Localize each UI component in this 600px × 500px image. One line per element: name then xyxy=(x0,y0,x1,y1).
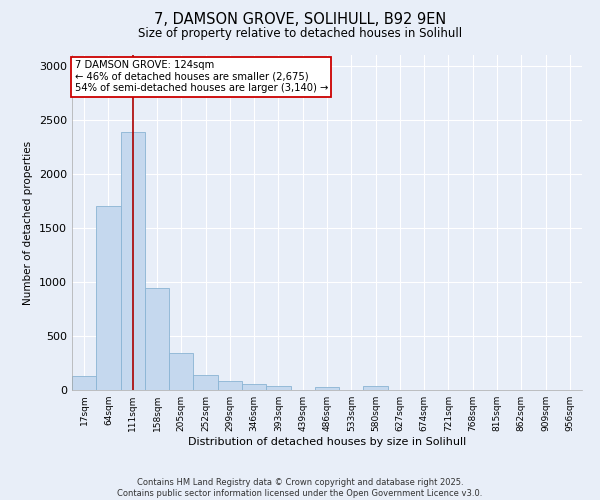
Bar xyxy=(193,375,218,390)
Bar xyxy=(218,382,242,390)
Text: Contains HM Land Registry data © Crown copyright and database right 2025.
Contai: Contains HM Land Registry data © Crown c… xyxy=(118,478,482,498)
Bar xyxy=(315,387,339,390)
Text: 7, DAMSON GROVE, SOLIHULL, B92 9EN: 7, DAMSON GROVE, SOLIHULL, B92 9EN xyxy=(154,12,446,28)
Bar xyxy=(121,132,145,390)
X-axis label: Distribution of detached houses by size in Solihull: Distribution of detached houses by size … xyxy=(188,437,466,447)
Bar xyxy=(169,354,193,390)
Y-axis label: Number of detached properties: Number of detached properties xyxy=(23,140,34,304)
Text: Size of property relative to detached houses in Solihull: Size of property relative to detached ho… xyxy=(138,28,462,40)
Text: 7 DAMSON GROVE: 124sqm
← 46% of detached houses are smaller (2,675)
54% of semi-: 7 DAMSON GROVE: 124sqm ← 46% of detached… xyxy=(74,60,328,93)
Bar xyxy=(72,376,96,390)
Bar xyxy=(145,288,169,390)
Bar xyxy=(364,386,388,390)
Bar xyxy=(96,206,121,390)
Bar xyxy=(266,386,290,390)
Bar xyxy=(242,384,266,390)
